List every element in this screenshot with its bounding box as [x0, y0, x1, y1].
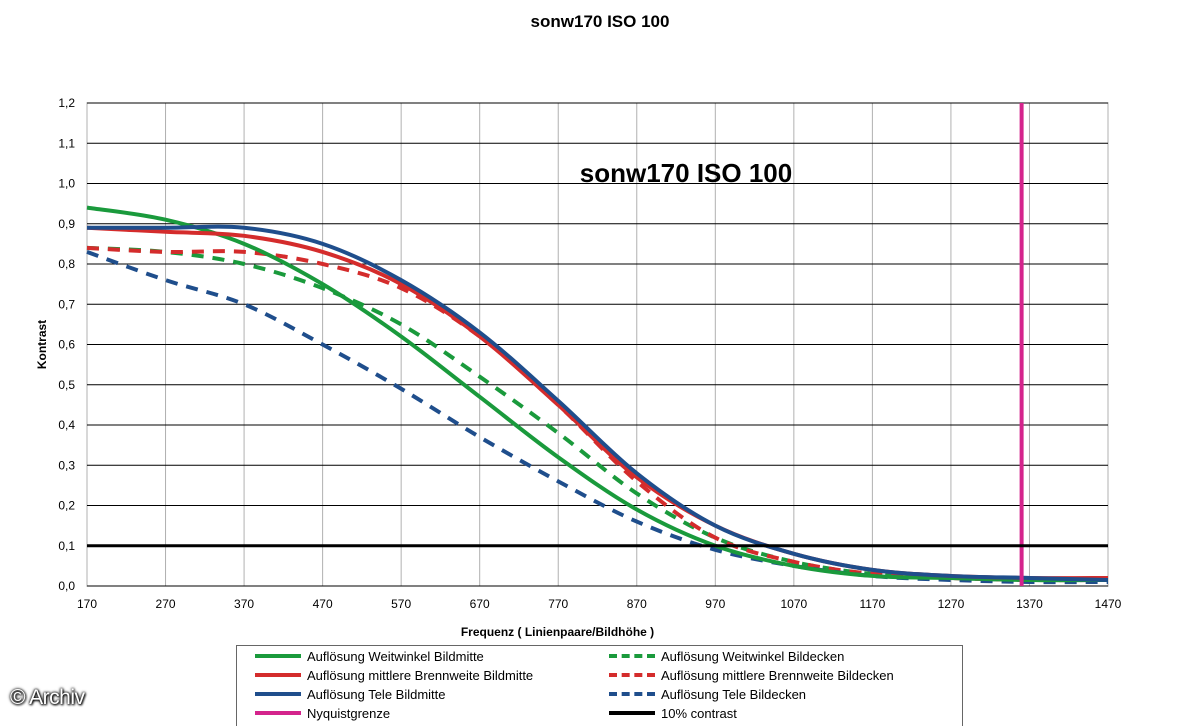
legend-item: 10% contrast	[609, 704, 737, 722]
x-tick-label: 1270	[938, 597, 965, 611]
x-tick-label: 270	[156, 597, 176, 611]
x-tick-label: 170	[77, 597, 97, 611]
legend-item: Auflösung Tele Bildmitte	[255, 685, 446, 703]
x-tick-label: 470	[313, 597, 333, 611]
x-tick-label: 1170	[859, 597, 885, 611]
legend-swatch	[255, 673, 301, 677]
y-axis-label: Kontrast	[35, 320, 49, 369]
legend-label: Nyquistgrenze	[307, 705, 391, 721]
y-tick-label: 1,2	[58, 96, 75, 110]
series-line-aufl-sung-weitwinkel-bildmitte	[86, 205, 1109, 583]
x-tick-label: 1070	[780, 597, 807, 611]
legend-label: 10% contrast	[661, 705, 737, 721]
x-tick-label: 370	[234, 597, 254, 611]
x-tick-label: 570	[391, 597, 411, 611]
y-tick-label: 1,0	[58, 177, 75, 191]
inner-chart-title: sonw170 ISO 100	[580, 158, 792, 188]
x-tick-label: 670	[470, 597, 490, 611]
legend-swatch	[255, 711, 301, 715]
y-tick-label: 1,1	[58, 136, 75, 150]
x-tick-label: 770	[548, 597, 568, 611]
legend-label: Auflösung mittlere Brennweite Bildecken	[661, 667, 894, 683]
x-tick-label: 1470	[1095, 597, 1122, 611]
legend-item: Auflösung mittlere Brennweite Bildmitte	[255, 666, 533, 684]
x-tick-label: 970	[705, 597, 725, 611]
y-tick-label: 0,8	[58, 257, 75, 271]
legend-item: Auflösung Weitwinkel Bildecken	[609, 647, 844, 665]
chart-title: sonw170 ISO 100	[530, 12, 670, 31]
y-tick-label: 0,0	[58, 579, 75, 593]
chart-legend: Auflösung Weitwinkel Bildmitte Auflösung …	[236, 645, 963, 726]
y-tick-label: 0,7	[58, 297, 75, 311]
legend-item: Auflösung mittlere Brennweite Bildecken	[609, 666, 894, 684]
y-tick-label: 0,2	[58, 499, 75, 513]
legend-label: Auflösung Tele Bildecken	[661, 686, 807, 702]
legend-label: Auflösung Weitwinkel Bildmitte	[307, 648, 484, 664]
legend-item: Nyquistgrenze	[255, 704, 390, 722]
x-tick-label: 870	[627, 597, 647, 611]
legend-item: Auflösung Weitwinkel Bildmitte	[255, 647, 484, 665]
legend-swatch	[609, 711, 655, 715]
legend-label: Auflösung Tele Bildmitte	[307, 686, 446, 702]
legend-swatch	[255, 692, 301, 696]
x-tick-label: 1370	[1016, 597, 1043, 611]
y-tick-label: 0,3	[58, 458, 75, 472]
legend-label: Auflösung Weitwinkel Bildecken	[661, 648, 845, 664]
series-line-aufl-sung-tele-bildecken	[86, 250, 1109, 585]
legend-swatch	[255, 654, 301, 658]
legend-item: Auflösung Tele Bildecken	[609, 685, 806, 703]
y-tick-label: 0,5	[58, 378, 75, 392]
y-tick-label: 0,1	[58, 539, 75, 553]
legend-swatch	[609, 654, 655, 658]
x-axis-label: Frequenz ( Linienpaare/Bildhöhe )	[461, 625, 654, 639]
y-tick-label: 0,6	[58, 338, 75, 352]
legend-swatch	[609, 692, 655, 696]
series-line-aufl-sung-tele-bildmitte	[87, 224, 1109, 582]
legend-label: Auflösung mittlere Brennweite Bildmitte	[307, 667, 534, 683]
legend-swatch	[609, 673, 655, 677]
y-tick-label: 0,4	[58, 418, 75, 432]
copyright-watermark: © Archiv	[10, 686, 85, 709]
y-tick-label: 0,9	[58, 217, 75, 231]
